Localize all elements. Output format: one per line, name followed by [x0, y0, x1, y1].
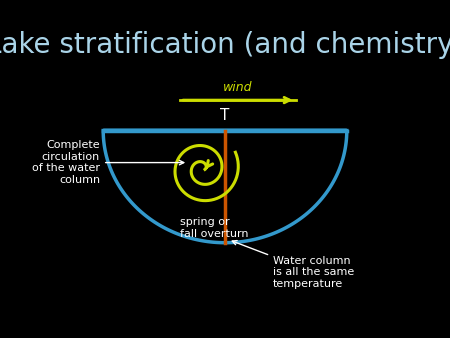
Polygon shape: [103, 130, 347, 243]
Text: spring or
fall overturn: spring or fall overturn: [180, 217, 249, 239]
Text: Lake stratification (and chemistry): Lake stratification (and chemistry): [0, 31, 450, 59]
Text: Water column
is all the same
temperature: Water column is all the same temperature: [232, 241, 354, 289]
Text: Complete
circulation
of the water
column: Complete circulation of the water column: [32, 140, 184, 185]
Text: T: T: [220, 107, 230, 123]
Text: wind: wind: [223, 81, 252, 94]
